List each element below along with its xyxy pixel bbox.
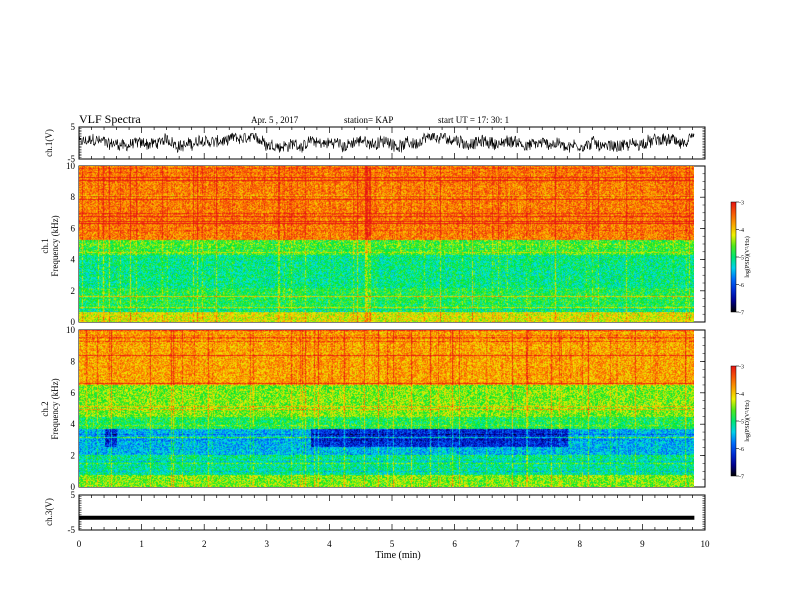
ch1-spectrogram-colorbar: [730, 201, 737, 313]
x-tick-label: 3: [265, 539, 270, 549]
colorbar-2-label: log(PSD)(V²/Hz): [744, 400, 751, 441]
ch1-spectrogram-ytick-label: 8: [71, 192, 76, 202]
ch2-spectrogram-ytick-label: 8: [71, 356, 76, 366]
ch2-spectrogram-ytick-label: 4: [71, 419, 76, 429]
figure-start-time: start UT = 17: 30: 1: [438, 115, 509, 125]
ch2-spectrogram-ylabel-channel: ch.2: [40, 401, 50, 416]
ch1-spectrogram-ytick-label: 0: [71, 317, 76, 327]
x-axis-label: Time (min): [375, 550, 420, 561]
ch2-spectrogram-colorbar-tick-label: -6: [739, 447, 744, 453]
ch2-spectrogram-ytick-label: 2: [71, 451, 76, 461]
ch3-waveform-ytick-label: 5: [71, 490, 76, 500]
figure-date: Apr. 5 , 2017: [251, 115, 299, 125]
ch2-spectrogram-colorbar-tick-label: -3: [739, 365, 744, 371]
ch3-waveform-ylabel: ch.3(V): [44, 498, 54, 526]
ch1-spectrogram-ytick-label: 2: [71, 286, 76, 296]
ch1-spectrogram-colorbar-tick-label: -6: [739, 283, 744, 289]
x-tick-label: 1: [139, 539, 144, 549]
ch1-waveform-ytick-label: 5: [71, 122, 76, 132]
ch2-spectrogram-colorbar-tick-label: -7: [739, 475, 744, 481]
ch2-spectrogram-colorbar-tick-label: -4: [739, 392, 744, 398]
figure-title: VLF Spectra: [79, 112, 141, 126]
ch2-spectrogram-image: [79, 330, 694, 487]
ch2-spectrogram-ytick-label: 0: [71, 482, 76, 492]
figure-station: station= KAP: [344, 115, 393, 125]
colorbar-1-label: log(PSD)(V²/Hz): [744, 236, 751, 277]
ch1-spectrogram-colorbar-tick-label: -3: [739, 201, 744, 207]
ch1-spectrogram-ytick-label: 6: [71, 223, 76, 233]
ch1-waveform-trace: [78, 132, 695, 153]
x-tick-label: 10: [701, 539, 711, 549]
x-tick-label: 5: [390, 539, 395, 549]
ch2-spectrogram-ytick-label: 10: [66, 325, 76, 335]
ch1-spectrogram-image: [79, 166, 694, 322]
ch1-spectrogram-ytick-label: 10: [66, 161, 76, 171]
ch2-spectrogram-ylabel-freq: Frequency (kHz): [50, 378, 60, 439]
ch2-spectrogram-colorbar: [730, 365, 737, 477]
ch1-spectrogram-colorbar-tick-label: -4: [739, 228, 744, 234]
x-tick-label: 9: [640, 539, 645, 549]
ch1-spectrogram-ylabel-channel: ch.1: [40, 238, 50, 253]
ch1-spectrogram-colorbar-tick-label: -7: [739, 311, 744, 317]
ch2-spectrogram-ytick-label: 6: [71, 388, 76, 398]
x-tick-label: 6: [452, 539, 457, 549]
ch1-spectrogram-ytick-label: 4: [71, 255, 76, 265]
x-tick-label: 0: [77, 539, 82, 549]
ch1-waveform-ytick-label: -5: [68, 154, 76, 164]
ch1-spectrogram-colorbar-tick-label: -5: [739, 256, 744, 262]
ch2-spectrogram-colorbar-tick-label: -5: [739, 420, 744, 426]
ch1-waveform-ylabel: ch.1(V): [44, 129, 54, 157]
ch3-waveform-ytick-label: -5: [68, 525, 76, 535]
ch1-spectrogram-ylabel-freq: Frequency (kHz): [50, 215, 60, 276]
x-tick-label: 7: [515, 539, 520, 549]
x-tick-label: 4: [327, 539, 332, 549]
x-tick-label: 2: [202, 539, 207, 549]
x-tick-label: 8: [578, 539, 583, 549]
